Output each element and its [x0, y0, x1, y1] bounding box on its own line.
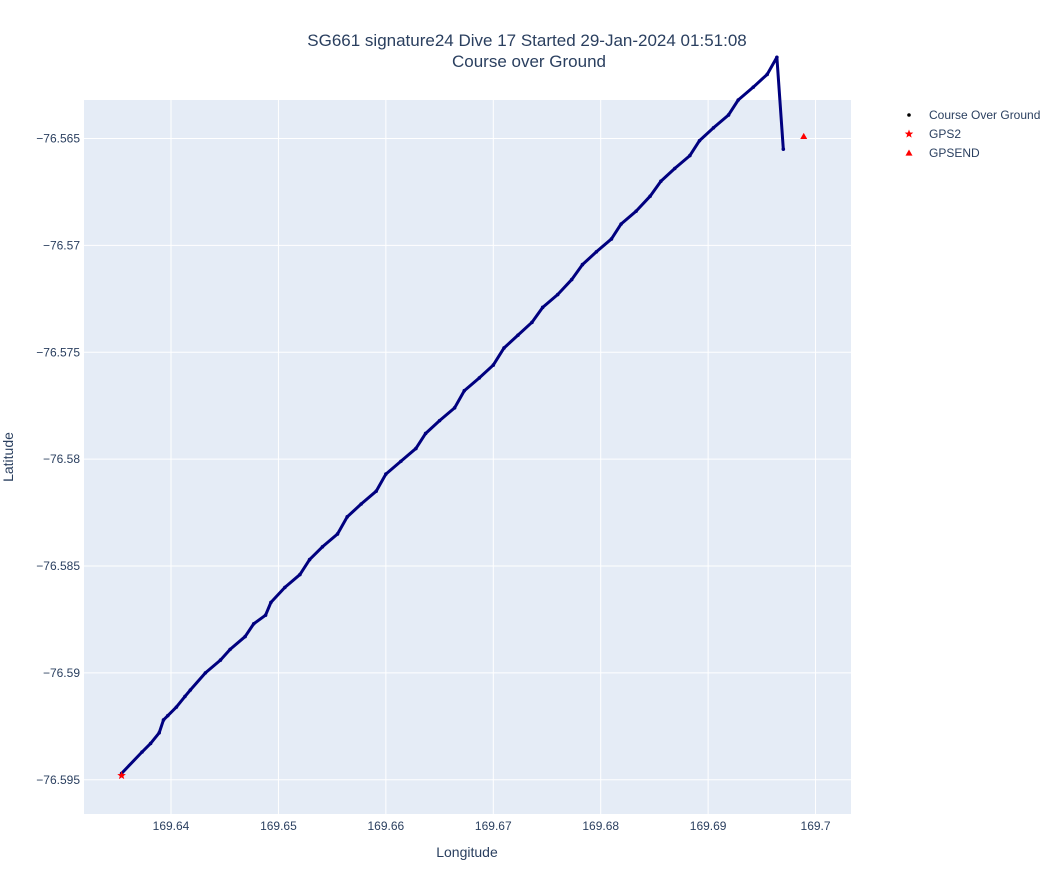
plot-area[interactable]	[84, 100, 851, 814]
y-axis-title: Latitude	[0, 432, 16, 482]
course-over-ground-point	[228, 647, 232, 652]
course-over-ground-point	[697, 138, 702, 143]
gpsend-marker	[800, 132, 808, 139]
legend-dot-icon	[907, 113, 911, 117]
course-over-ground-point	[359, 502, 363, 506]
course-over-ground-point	[462, 388, 467, 393]
course-over-ground-point	[183, 694, 187, 699]
legend[interactable]: Course Over Ground GPS2 GPSEND	[904, 108, 1041, 160]
course-over-ground-point	[345, 515, 349, 519]
x-tick-label: 169.67	[475, 819, 512, 833]
legend-item[interactable]: Course Over Ground	[907, 108, 1040, 122]
course-over-ground-point	[437, 418, 442, 423]
course-over-ground-point	[243, 634, 247, 639]
legend-label: GPS2	[929, 127, 961, 141]
legend-item[interactable]: GPSEND	[905, 146, 981, 160]
course-over-ground-point	[726, 113, 731, 117]
course-over-ground-point	[140, 750, 144, 754]
legend-label: GPSEND	[929, 146, 980, 160]
x-axis-title: Longitude	[436, 844, 498, 860]
course-over-ground-point	[634, 209, 638, 213]
course-over-ground-point	[673, 166, 677, 171]
y-tick-label: −76.575	[36, 345, 80, 359]
course-over-ground-point	[263, 613, 268, 617]
course-over-ground-point	[751, 85, 756, 89]
course-over-ground-point	[203, 671, 208, 675]
x-tick-label: 169.7	[801, 819, 831, 833]
course-over-ground-point	[619, 222, 623, 226]
y-tick-label: −76.565	[36, 131, 80, 145]
course-over-ground-point	[648, 194, 652, 198]
course-over-ground-point	[307, 557, 312, 562]
course-over-ground-point	[218, 658, 223, 662]
y-tick-label: −76.595	[36, 773, 80, 787]
course-over-ground-point	[711, 125, 716, 130]
course-over-ground-point	[781, 147, 786, 151]
legend-star-icon	[904, 129, 914, 138]
course-over-ground-point	[157, 730, 161, 735]
legend-item[interactable]: GPS2	[904, 127, 962, 141]
legend-triangle-icon	[905, 149, 913, 156]
y-tick-label: −76.585	[36, 559, 80, 573]
course-over-ground-point	[414, 446, 418, 451]
x-tick-label: 169.69	[690, 819, 727, 833]
x-tick-label: 169.66	[368, 819, 405, 833]
course-over-ground-point	[452, 406, 457, 410]
x-tick-label: 169.64	[153, 819, 190, 833]
course-over-ground-point	[609, 237, 614, 241]
course-over-ground-point	[569, 277, 574, 282]
course-over-ground-point	[594, 249, 599, 254]
course-over-ground-point	[423, 431, 428, 436]
course-over-ground-point	[688, 153, 692, 158]
course-over-ground-point	[502, 346, 506, 350]
course-over-ground-point	[736, 98, 741, 102]
course-over-ground-point	[530, 320, 534, 325]
course-over-ground-point	[374, 489, 378, 494]
course-over-ground-point	[659, 179, 663, 184]
x-tick-label: 169.65	[260, 819, 297, 833]
course-over-ground-point	[298, 572, 302, 577]
course-over-ground-point	[477, 376, 482, 380]
data-layer	[117, 55, 808, 780]
course-over-ground-point	[165, 713, 170, 718]
grid-lines	[84, 100, 851, 814]
course-over-ground-point	[555, 292, 560, 297]
course-over-ground-point	[765, 72, 770, 77]
course-over-ground-point	[161, 718, 166, 722]
x-tick-label: 169.68	[582, 819, 619, 833]
course-over-ground-point	[283, 585, 287, 590]
course-over-ground-point	[269, 600, 273, 605]
course-over-ground-point	[516, 333, 520, 337]
chart-title: SG661 signature24 Dive 17 Started 29-Jan…	[307, 31, 746, 50]
gps2-marker	[117, 771, 126, 780]
y-tick-label: −76.58	[43, 452, 80, 466]
y-tick-label: −76.57	[43, 238, 80, 252]
tick-labels: 169.64 169.65 169.66 169.67 169.68 169.69 169.…	[36, 131, 831, 833]
course-over-ground-point	[320, 544, 325, 549]
course-over-ground-point	[775, 55, 779, 60]
course-over-ground-point	[335, 532, 340, 536]
course-over-ground-point	[540, 305, 545, 310]
course-over-ground-point	[384, 472, 388, 476]
course-over-ground-track	[120, 55, 785, 775]
course-over-ground-point	[148, 741, 153, 746]
course-over-ground-point	[491, 363, 496, 367]
course-over-ground-point	[174, 705, 179, 709]
course-over-ground-point	[251, 621, 256, 626]
chart-subtitle: Course over Ground	[452, 52, 606, 71]
course-over-ground-point	[399, 459, 403, 464]
legend-label: Course Over Ground	[929, 108, 1040, 122]
y-tick-label: −76.59	[43, 666, 80, 680]
course-over-ground-point	[188, 688, 193, 692]
course-over-ground-point	[580, 262, 585, 267]
